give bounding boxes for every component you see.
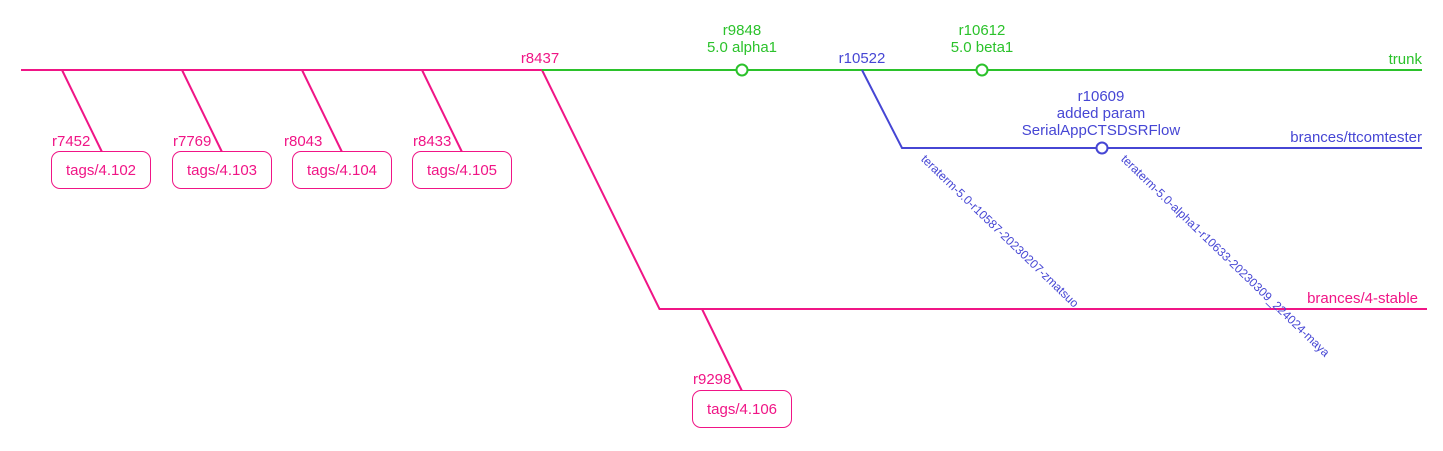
milestone-r10612: r10612 5.0 beta1 xyxy=(951,22,1014,56)
ttcomtester-branch-line xyxy=(861,69,1422,149)
trunk-label: trunk xyxy=(1388,51,1422,68)
rev-label-r9298: r9298 xyxy=(693,371,732,388)
rev-label-r8437: r8437 xyxy=(520,50,560,67)
milestone-name: 5.0 alpha1 xyxy=(706,39,778,56)
stable-label: brances/4-stable xyxy=(1307,290,1418,307)
tag-box-4106[interactable]: tags/4.106 xyxy=(692,390,792,428)
ttcomtester-label: brances/ttcomtester xyxy=(1290,129,1422,146)
commit-marker-r10612[interactable] xyxy=(975,63,989,77)
commit-rev: r10609 xyxy=(1077,88,1125,105)
commit-note-r10609: r10609 added param SerialAppCTSDSRFlow xyxy=(1022,88,1180,139)
rev-label-r7452: r7452 xyxy=(52,133,91,150)
commit-desc: added param xyxy=(1056,105,1146,122)
rev-label-r10522: r10522 xyxy=(838,50,886,67)
commit-marker-r10609[interactable] xyxy=(1095,141,1109,155)
milestone-rev: r10612 xyxy=(958,22,1006,39)
tag-box-4103[interactable]: tags/4.103 xyxy=(172,151,272,189)
tag-box-label: tags/4.103 xyxy=(186,161,258,179)
tag-connector-4103 xyxy=(181,69,223,153)
tag-box-4102[interactable]: tags/4.102 xyxy=(51,151,151,189)
tag-box-label: tags/4.105 xyxy=(426,161,498,179)
milestone-r9848: r9848 5.0 alpha1 xyxy=(707,22,777,56)
tag-connector-4105 xyxy=(421,69,463,153)
tag-connector-4104 xyxy=(301,69,343,153)
rev-label-r7769: r7769 xyxy=(173,133,212,150)
rev-label-r8433: r8433 xyxy=(413,133,452,150)
milestone-rev: r9848 xyxy=(722,22,762,39)
commit-desc2: SerialAppCTSDSRFlow xyxy=(1021,122,1181,139)
commit-marker-r9848[interactable] xyxy=(735,63,749,77)
milestone-name: 5.0 beta1 xyxy=(950,39,1014,56)
tag-box-label: tags/4.102 xyxy=(65,161,137,179)
rev-label-r8043: r8043 xyxy=(284,133,323,150)
tag-connector-4106 xyxy=(701,308,743,392)
tag-box-4104[interactable]: tags/4.104 xyxy=(292,151,392,189)
tag-connector-4102 xyxy=(61,69,103,153)
tag-box-label: tags/4.104 xyxy=(306,161,378,179)
tag-box-4105[interactable]: tags/4.105 xyxy=(412,151,512,189)
tag-box-label: tags/4.106 xyxy=(706,400,778,418)
stable-branch-line xyxy=(21,69,1427,310)
